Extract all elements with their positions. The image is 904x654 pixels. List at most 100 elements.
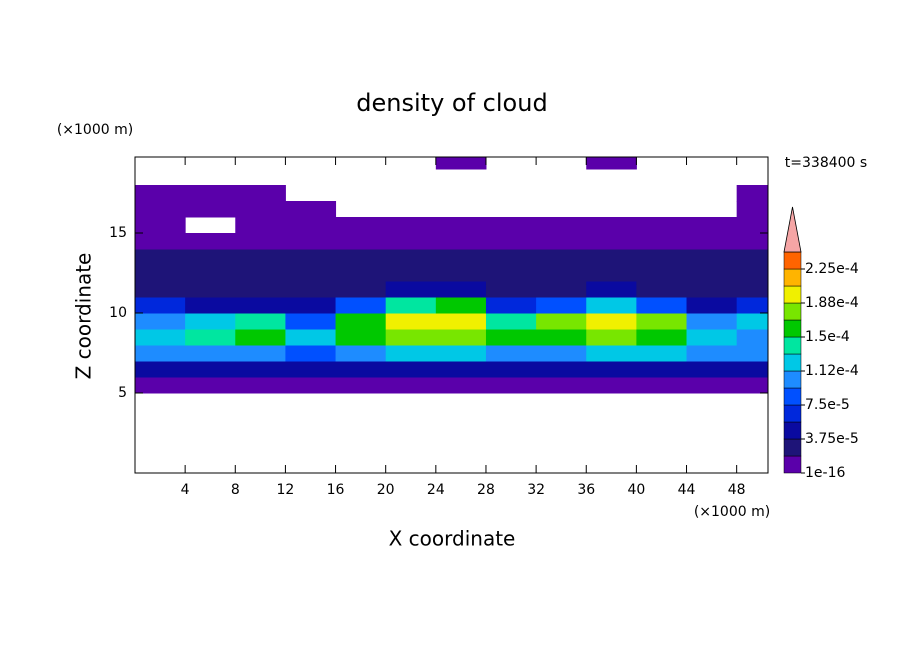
contour-cell bbox=[536, 217, 587, 234]
x-tick-label: 36 bbox=[577, 482, 595, 498]
contour-cell bbox=[335, 249, 387, 266]
contour-cell bbox=[736, 185, 769, 202]
contour-cell bbox=[135, 361, 186, 378]
contour-cell bbox=[385, 265, 437, 282]
contour-cell bbox=[485, 345, 537, 362]
contour-cell bbox=[185, 265, 236, 282]
contour-cell bbox=[586, 297, 637, 314]
contour-cell bbox=[235, 249, 286, 266]
contour-cell bbox=[135, 297, 186, 314]
contour-cell bbox=[385, 217, 437, 234]
contour-cell bbox=[485, 233, 537, 250]
contour-cell bbox=[235, 329, 286, 346]
contour-cell bbox=[736, 329, 769, 346]
contour-cell bbox=[636, 217, 688, 234]
contour-cell bbox=[485, 281, 537, 298]
contour-cell bbox=[536, 265, 587, 282]
contour-cell bbox=[435, 265, 487, 282]
contour-cell bbox=[686, 249, 738, 266]
contour-cell bbox=[636, 297, 688, 314]
contour-cell bbox=[485, 313, 537, 330]
contour-cell bbox=[686, 345, 738, 362]
colorbar-box bbox=[783, 438, 802, 457]
contour-cell bbox=[235, 281, 286, 298]
contour-cell bbox=[335, 217, 387, 234]
contour-cell bbox=[435, 345, 487, 362]
contour-cell bbox=[285, 329, 337, 346]
contour-cell bbox=[385, 249, 437, 266]
contour-cell bbox=[235, 265, 286, 282]
contour-cell bbox=[385, 313, 437, 330]
contour-cell bbox=[185, 345, 236, 362]
x-tick-label: 12 bbox=[277, 482, 295, 498]
contour-cell bbox=[235, 377, 286, 394]
x-tick-label: 20 bbox=[377, 482, 395, 498]
contour-cell bbox=[335, 313, 387, 330]
contour-cell bbox=[536, 329, 587, 346]
colorbar-box bbox=[783, 302, 802, 321]
contour-cell bbox=[335, 361, 387, 378]
contour-cell bbox=[736, 249, 769, 266]
contour-cell bbox=[536, 345, 587, 362]
contour-cell bbox=[285, 233, 337, 250]
contour-cell bbox=[135, 377, 186, 394]
colorbar-tick-label: 7.5e-5 bbox=[805, 397, 850, 413]
colorbar-box bbox=[783, 251, 802, 270]
contour-cell bbox=[736, 233, 769, 250]
contour-cell bbox=[435, 313, 487, 330]
x-tick-label: 8 bbox=[231, 482, 240, 498]
contour-cell bbox=[285, 217, 337, 234]
contour-cell bbox=[285, 377, 337, 394]
contour-cell bbox=[435, 281, 487, 298]
contour-cell bbox=[185, 281, 236, 298]
contour-cell bbox=[686, 233, 738, 250]
contour-cell bbox=[586, 217, 637, 234]
colorbar-box bbox=[783, 336, 802, 355]
x-tick-label: 24 bbox=[427, 482, 445, 498]
contour-cell bbox=[335, 233, 387, 250]
colorbar-box bbox=[783, 353, 802, 372]
y-tick-label: 10 bbox=[109, 305, 127, 321]
contour-cell bbox=[536, 313, 587, 330]
contour-cell bbox=[485, 297, 537, 314]
contour-cell bbox=[285, 265, 337, 282]
contour-cell bbox=[385, 233, 437, 250]
contour-cell bbox=[135, 185, 186, 202]
colorbar-box bbox=[783, 285, 802, 304]
contour-cell bbox=[235, 185, 286, 202]
axes: 4 8 12 16 20 24 28 32 36 40 44 48510151e-163.75e-57… bbox=[109, 156, 859, 498]
contour-cell bbox=[686, 217, 738, 234]
contour-cell bbox=[485, 329, 537, 346]
colorbar-box bbox=[783, 319, 802, 338]
contour-cell bbox=[135, 233, 186, 250]
colorbar-box bbox=[783, 387, 802, 406]
contour-cell bbox=[536, 233, 587, 250]
contour-cell bbox=[435, 217, 487, 234]
contour-cell bbox=[235, 361, 286, 378]
colorbar-extension bbox=[783, 206, 802, 253]
contour-cell bbox=[586, 361, 637, 378]
contour-cell bbox=[586, 265, 637, 282]
contour-cell bbox=[536, 377, 587, 394]
contour-cell bbox=[686, 281, 738, 298]
contour-cell bbox=[736, 361, 769, 378]
chart-title: density of cloud bbox=[356, 89, 547, 117]
x-tick-label: 32 bbox=[527, 482, 545, 498]
contour-cell bbox=[586, 329, 637, 346]
contour-cell bbox=[435, 249, 487, 266]
contour-cell bbox=[135, 249, 186, 266]
contour-cell bbox=[235, 217, 286, 234]
contour-cell bbox=[385, 377, 437, 394]
contour-cell bbox=[385, 297, 437, 314]
contour-cell bbox=[135, 329, 186, 346]
contour-cell bbox=[435, 329, 487, 346]
contour-cell bbox=[485, 217, 537, 234]
contour-cell bbox=[235, 297, 286, 314]
contour-cell bbox=[435, 377, 487, 394]
contour-cell bbox=[135, 265, 186, 282]
contour-cell bbox=[285, 361, 337, 378]
x-axis-label: X coordinate bbox=[389, 527, 516, 551]
contour-cell bbox=[335, 265, 387, 282]
contour-cell bbox=[736, 345, 769, 362]
contour-cell bbox=[135, 345, 186, 362]
